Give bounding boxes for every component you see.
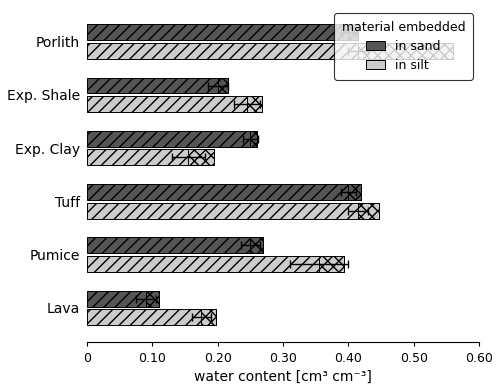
- Bar: [202, 309, 216, 325]
- Bar: [358, 203, 379, 219]
- Legend: in sand, in silt: in sand, in silt: [334, 13, 473, 80]
- Bar: [188, 149, 214, 165]
- Bar: [87, 309, 216, 325]
- Bar: [319, 256, 344, 272]
- Bar: [87, 24, 358, 40]
- Bar: [87, 77, 228, 93]
- Bar: [348, 24, 358, 40]
- Bar: [146, 291, 159, 307]
- Bar: [358, 43, 453, 59]
- Bar: [247, 96, 262, 112]
- Bar: [250, 131, 257, 147]
- Bar: [87, 131, 257, 147]
- Bar: [87, 291, 159, 307]
- Bar: [348, 184, 362, 200]
- Bar: [87, 237, 264, 253]
- Bar: [87, 149, 214, 165]
- Bar: [87, 203, 379, 219]
- X-axis label: water content [cm³ cm⁻³]: water content [cm³ cm⁻³]: [194, 370, 372, 384]
- Bar: [87, 96, 262, 112]
- Bar: [87, 184, 361, 200]
- Bar: [250, 237, 264, 253]
- Bar: [218, 77, 228, 93]
- Bar: [87, 43, 453, 59]
- Bar: [87, 256, 344, 272]
